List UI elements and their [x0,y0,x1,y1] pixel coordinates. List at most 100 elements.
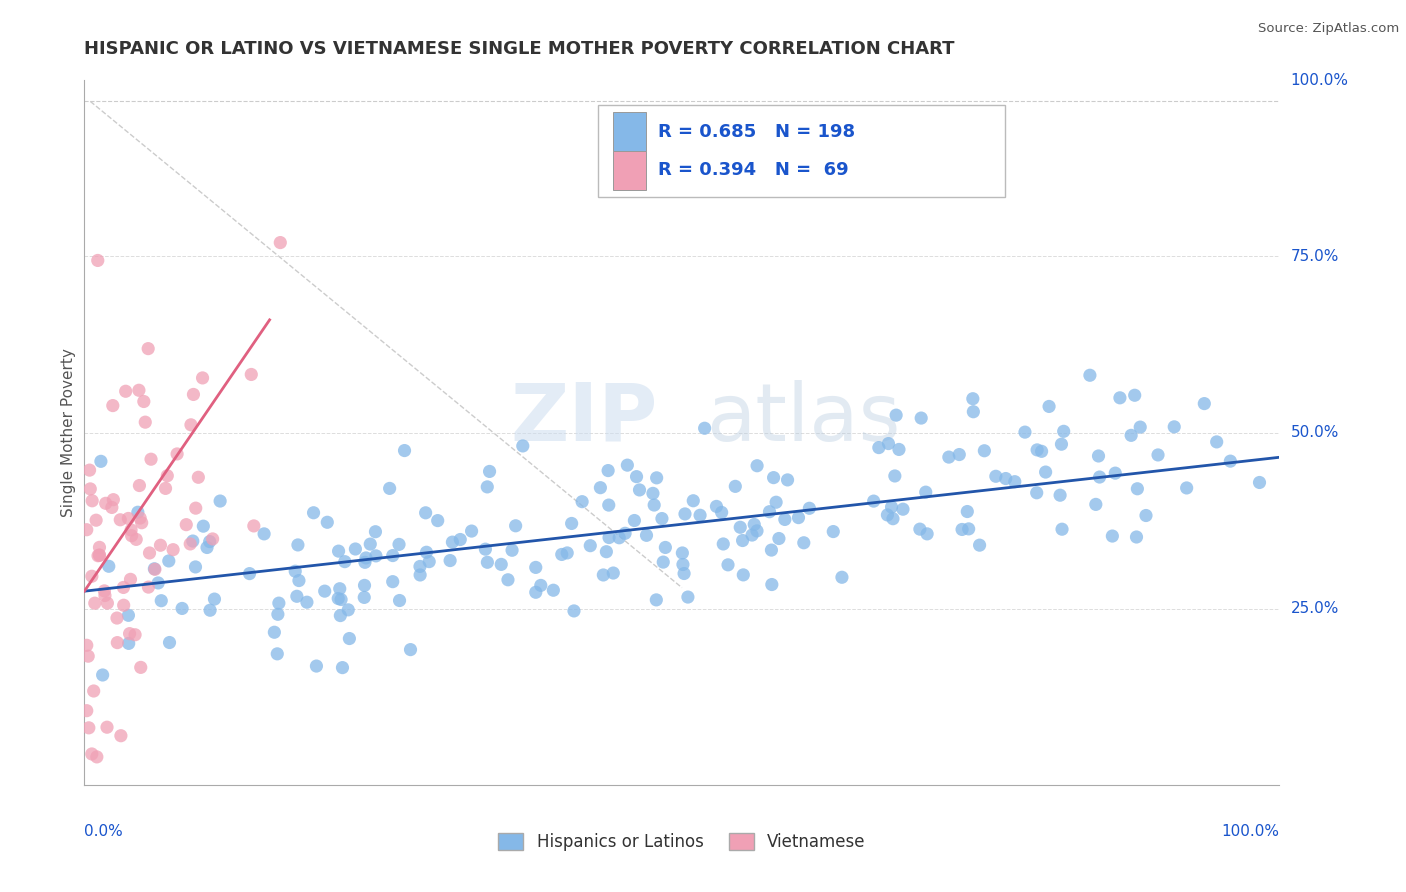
Point [359,537,381,551]
Point [302,506,325,520]
Point [191,371,214,385]
Point [329,608,352,623]
Point [105,611,128,625]
Point [1104,466,1126,480]
Point [76,704,98,718]
Point [305,659,328,673]
Point [288,574,311,588]
Point [184,501,207,516]
Point [645,471,668,485]
Point [938,450,960,464]
Point [329,582,352,596]
Point [745,458,768,473]
Point [388,593,411,607]
Point [1025,485,1047,500]
Point [654,541,676,555]
Point [512,439,534,453]
Text: 100.0%: 100.0% [1222,824,1279,838]
Point [598,464,620,478]
Point [143,562,166,576]
Point [1129,420,1152,434]
Point [731,533,754,548]
Text: R = 0.685   N = 198: R = 0.685 N = 198 [658,123,855,141]
Point [543,583,565,598]
Point [478,465,501,479]
Point [409,559,432,574]
Point [117,608,139,623]
Legend: Hispanics or Latinos, Vietnamese: Hispanics or Latinos, Vietnamese [492,826,872,858]
Point [364,524,387,539]
Point [204,592,226,607]
Point [673,566,696,581]
Point [426,514,449,528]
Point [77,649,100,664]
Point [354,555,377,569]
Point [957,522,980,536]
Point [157,554,180,568]
Y-axis label: Single Mother Poverty: Single Mother Poverty [60,348,76,517]
Point [314,584,336,599]
Point [671,546,693,560]
Point [862,494,884,508]
Point [762,470,785,484]
Point [155,482,177,496]
Point [129,660,152,674]
Point [598,531,620,545]
Point [409,568,432,582]
Point [328,544,350,558]
Point [128,384,150,398]
Point [117,511,139,525]
Point [984,469,1007,483]
Point [710,505,733,519]
Point [127,505,149,519]
Point [87,549,110,563]
Point [209,494,232,508]
Point [139,452,162,467]
Point [641,486,664,500]
Point [555,546,578,560]
Point [793,535,815,549]
Point [94,496,117,510]
Point [353,578,375,592]
Point [1249,475,1271,490]
Text: 100.0%: 100.0% [1291,73,1348,87]
Point [501,543,523,558]
Point [84,513,107,527]
Point [614,526,637,541]
Point [80,569,103,583]
Point [184,560,207,574]
Point [1147,448,1170,462]
Point [285,589,308,603]
Point [1078,368,1101,383]
Point [1219,454,1241,468]
Point [477,555,499,569]
Point [91,668,114,682]
Point [159,635,181,649]
Point [1031,444,1053,458]
Point [728,520,751,534]
Point [82,493,104,508]
Point [914,485,936,500]
Point [883,469,905,483]
Point [969,538,991,552]
Point [94,589,117,603]
Point [672,558,695,572]
Point [394,443,416,458]
Point [112,581,135,595]
Point [628,483,651,497]
Point [201,532,224,546]
Point [83,596,105,610]
Point [415,545,437,559]
Point [103,492,125,507]
Point [910,411,932,425]
Point [138,580,160,594]
Point [1088,470,1111,484]
Point [180,417,202,432]
Point [238,566,260,581]
Point [77,721,100,735]
Point [530,578,553,592]
Point [524,585,547,599]
Point [83,684,105,698]
Point [143,562,166,576]
Point [607,531,630,545]
